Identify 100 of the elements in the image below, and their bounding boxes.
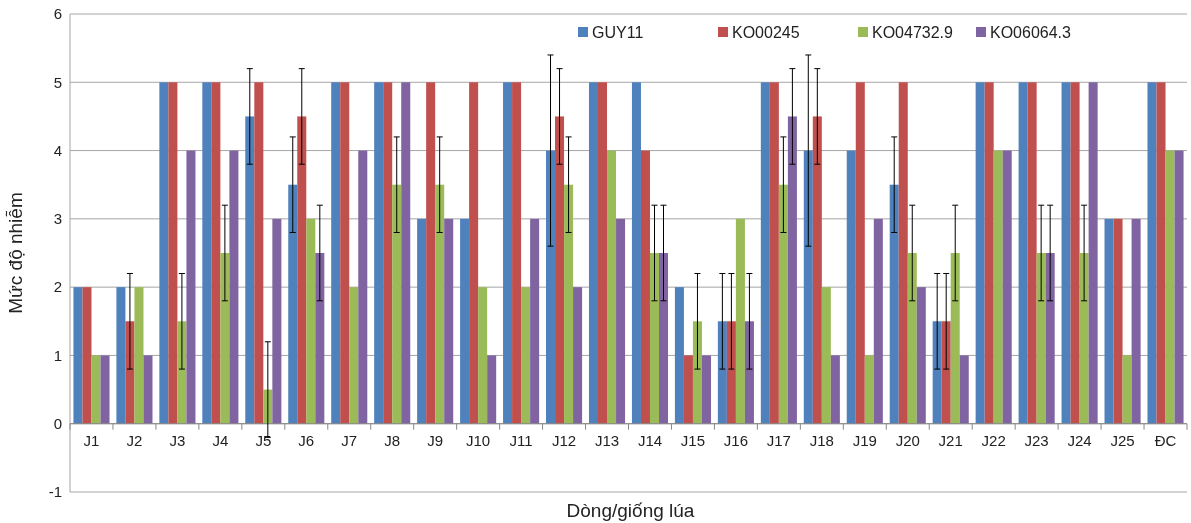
bar xyxy=(383,82,393,424)
bar xyxy=(701,355,711,424)
bar xyxy=(1165,150,1175,424)
bar xyxy=(846,150,856,424)
bar xyxy=(220,253,230,424)
bar xyxy=(306,218,316,424)
x-tick-label: J6 xyxy=(298,431,315,449)
bar xyxy=(82,287,92,424)
y-tick-label: 1 xyxy=(53,346,62,364)
x-tick-label: J22 xyxy=(981,431,1006,449)
bar xyxy=(873,218,883,424)
y-tick-label: -1 xyxy=(48,483,62,501)
bar xyxy=(1079,253,1089,424)
x-tick-label: J23 xyxy=(1024,431,1049,449)
x-tick-label: J3 xyxy=(169,431,186,449)
bar xyxy=(932,321,942,424)
bar xyxy=(349,287,359,424)
x-tick-label: J15 xyxy=(680,431,706,449)
bar xyxy=(855,82,865,424)
bar xyxy=(358,150,368,424)
bar xyxy=(211,82,221,424)
bar xyxy=(417,218,427,424)
bar xyxy=(598,82,608,424)
bar xyxy=(297,116,307,424)
x-axis-title: Dòng/giống lúa xyxy=(566,500,695,521)
bar xyxy=(649,253,659,424)
bar xyxy=(1174,150,1184,424)
bar xyxy=(631,82,641,424)
bar xyxy=(616,218,626,424)
bar xyxy=(683,355,693,424)
bar xyxy=(1122,355,1132,424)
x-tick-label: J13 xyxy=(594,431,620,449)
x-tick-label: J1 xyxy=(83,431,100,449)
y-axis-title: Mức độ nhiễm xyxy=(5,192,26,314)
bar xyxy=(898,82,908,424)
bar xyxy=(640,150,650,424)
bar xyxy=(546,150,556,424)
y-tick-label: 6 xyxy=(53,5,62,23)
bar xyxy=(993,150,1003,424)
x-tick-label: J16 xyxy=(723,431,748,449)
bar xyxy=(769,82,779,424)
bar xyxy=(503,82,513,424)
bar xyxy=(444,218,454,424)
bar xyxy=(73,287,83,424)
bar xyxy=(692,321,702,424)
x-tick-label: J8 xyxy=(384,431,401,449)
bar xyxy=(975,82,985,424)
legend-label: KO06064.3 xyxy=(990,23,1072,41)
legend-label: KO00245 xyxy=(732,23,800,41)
bar xyxy=(374,82,384,424)
x-tick-label: J7 xyxy=(341,431,358,449)
bar xyxy=(744,321,754,424)
bar xyxy=(186,150,196,424)
bar xyxy=(401,82,411,424)
bar xyxy=(202,82,212,424)
bar xyxy=(143,355,153,424)
bar xyxy=(272,218,282,424)
x-tick-label: ĐC xyxy=(1154,431,1177,449)
bar xyxy=(1018,82,1028,424)
y-tick-label: 4 xyxy=(53,141,62,159)
x-tick-label: J21 xyxy=(938,431,963,449)
bar xyxy=(760,82,770,424)
x-tick-label: J24 xyxy=(1067,431,1092,449)
bar xyxy=(907,253,917,424)
bar xyxy=(864,355,874,424)
bar xyxy=(426,82,436,424)
x-tick-label: J9 xyxy=(427,431,444,449)
bar xyxy=(392,184,402,424)
x-tick-label: J18 xyxy=(809,431,834,449)
bar xyxy=(950,253,960,424)
bar xyxy=(1088,82,1098,424)
bar xyxy=(1131,218,1141,424)
x-tick-label: J11 xyxy=(509,431,533,449)
x-tick-label: J19 xyxy=(852,431,877,449)
bar xyxy=(229,150,239,424)
bar xyxy=(1156,82,1166,424)
bar xyxy=(254,82,264,424)
bar xyxy=(959,355,969,424)
bar xyxy=(607,150,617,424)
bar xyxy=(564,184,574,424)
bar xyxy=(812,116,822,424)
bar xyxy=(1002,150,1012,424)
bar xyxy=(331,82,341,424)
bar xyxy=(288,184,298,424)
bar xyxy=(821,287,831,424)
bar xyxy=(512,82,522,424)
x-tick-label: J17 xyxy=(766,431,791,449)
x-tick-label: J12 xyxy=(551,431,577,449)
bar xyxy=(159,82,169,424)
bar xyxy=(245,116,255,424)
bar xyxy=(1061,82,1071,424)
bar xyxy=(1045,253,1055,424)
bar xyxy=(573,287,583,424)
bar xyxy=(889,184,899,424)
bar xyxy=(659,253,669,424)
bar xyxy=(116,287,126,424)
bar xyxy=(469,82,479,424)
x-tick-label: J4 xyxy=(212,431,229,449)
x-tick-label: J14 xyxy=(637,431,663,449)
bar xyxy=(435,184,445,424)
